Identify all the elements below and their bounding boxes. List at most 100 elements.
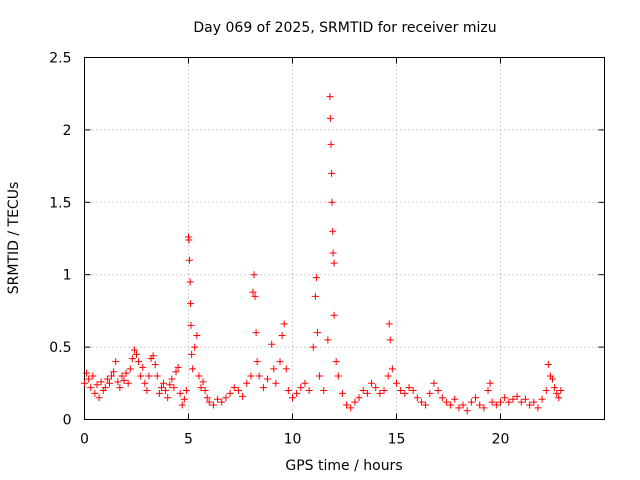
data-point (87, 384, 95, 392)
data-point (185, 236, 193, 244)
data-point (326, 114, 334, 122)
data-point (405, 384, 413, 392)
data-point (301, 379, 309, 387)
data-point (164, 394, 172, 402)
x-tick-label: 15 (388, 432, 406, 448)
data-point (201, 387, 209, 395)
data-point (243, 379, 251, 387)
axis-ticks: 0 0.5 1 1.5 2 2.5 0 5 10 15 20 (49, 51, 605, 448)
data-point (430, 379, 438, 387)
data-point (172, 368, 180, 376)
y-tick-label: 2.5 (49, 51, 71, 67)
data-point (324, 336, 332, 344)
data-point (252, 329, 260, 337)
data-point (309, 343, 317, 351)
data-point (141, 379, 149, 387)
data-point (422, 401, 430, 409)
data-point (103, 375, 111, 383)
data-point (89, 372, 97, 380)
y-axis-label: SRMTID / TECUs (6, 182, 22, 295)
data-point (327, 140, 335, 148)
data-point (81, 379, 88, 387)
data-point (170, 384, 178, 392)
data-point (459, 401, 467, 409)
data-point (380, 387, 388, 395)
data-point (239, 392, 247, 400)
y-tick-label: 0.5 (49, 340, 71, 356)
data-point (137, 372, 145, 380)
data-point (101, 384, 109, 392)
data-point (347, 404, 355, 412)
grid (84, 57, 605, 420)
data-point (189, 365, 197, 373)
data-point (145, 372, 153, 380)
data-point (116, 384, 124, 392)
data-point (505, 398, 513, 406)
data-point (259, 384, 267, 392)
data-point (393, 379, 400, 387)
data-point (180, 395, 188, 403)
data-point (549, 375, 556, 383)
data-point (434, 387, 442, 395)
data-point (338, 389, 346, 397)
data-point (497, 398, 504, 406)
data-point (326, 93, 334, 101)
x-tick-label: 0 (80, 432, 89, 448)
data-point (218, 398, 226, 406)
y-tick-label: 0 (63, 413, 72, 429)
plot-frame (84, 57, 605, 420)
data-point (188, 350, 196, 358)
data-point (526, 401, 534, 409)
data-point (409, 387, 417, 395)
data-point (168, 375, 176, 383)
data-point (557, 387, 565, 395)
x-tick-label: 20 (492, 432, 510, 448)
data-point (270, 365, 278, 373)
data-point (343, 401, 351, 409)
data-point (330, 259, 338, 267)
data-point (386, 336, 394, 344)
data-point (305, 387, 313, 395)
data-point (316, 372, 324, 380)
data-point (249, 288, 257, 296)
data-point (328, 169, 336, 177)
data-point (120, 376, 128, 384)
data-point (329, 227, 337, 235)
data-point (191, 343, 199, 351)
data-point (388, 365, 396, 373)
data-point (226, 389, 234, 397)
data-point (282, 365, 290, 373)
data-point (334, 372, 342, 380)
data-point (133, 350, 140, 358)
data-point (280, 320, 288, 328)
data-point (122, 369, 130, 377)
data-point (413, 394, 421, 402)
y-tick-label: 2 (63, 123, 72, 139)
data-point (320, 387, 328, 395)
data-point (311, 292, 319, 300)
data-point (91, 389, 99, 397)
data-point (385, 320, 393, 328)
data-point (447, 401, 455, 409)
data-point (151, 360, 159, 368)
data-point (492, 401, 500, 409)
data-point (488, 398, 496, 406)
data-point (126, 365, 134, 373)
data-point (451, 395, 459, 403)
data-point (376, 389, 384, 397)
data-point (139, 363, 147, 371)
data-point (247, 372, 255, 380)
data-point (438, 394, 446, 402)
data-point (455, 404, 463, 412)
data-point (143, 387, 151, 395)
data-point (157, 384, 165, 392)
data-point (97, 378, 105, 386)
data-point (253, 358, 261, 366)
data-point (178, 401, 186, 409)
y-tick-label: 1 (63, 268, 72, 284)
data-point (351, 398, 359, 406)
data-point (149, 352, 157, 360)
data-point (426, 389, 434, 397)
data-point (551, 384, 559, 392)
